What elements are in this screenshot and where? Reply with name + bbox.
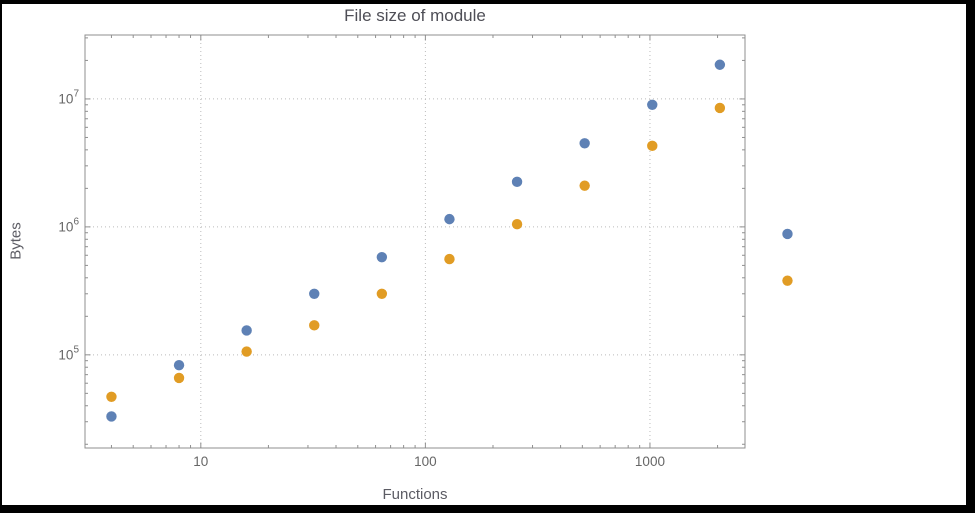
orange-series-point xyxy=(714,102,726,114)
orange-series-point xyxy=(376,288,388,299)
orange-series-point xyxy=(511,218,523,230)
y-tick-exponent: 7 xyxy=(73,88,79,99)
orange-series-point xyxy=(579,180,590,191)
orange-series-point xyxy=(309,320,320,331)
orange-series-point xyxy=(241,346,252,357)
orange-series-point xyxy=(106,391,117,402)
blue-series-point xyxy=(309,288,320,299)
blue-series-point xyxy=(714,59,726,70)
orange-series-point xyxy=(444,253,455,265)
blue-series-point xyxy=(106,411,117,422)
blue-series-point xyxy=(647,99,658,110)
orange-series-point xyxy=(173,372,185,384)
blue-series-point xyxy=(782,228,793,240)
blue-series-point xyxy=(511,176,523,188)
orange-series-point xyxy=(647,140,658,152)
figure-white-area xyxy=(2,4,966,505)
blue-series-point xyxy=(444,213,455,225)
x-tick-label: 1000 xyxy=(635,454,665,469)
y-tick-exponent: 6 xyxy=(73,216,79,227)
chart-title: File size of module xyxy=(344,6,486,25)
y-tick-exponent: 5 xyxy=(73,344,79,355)
y-axis-label: Bytes xyxy=(7,222,25,260)
blue-series-point xyxy=(579,138,590,149)
orange-series-point xyxy=(782,275,793,286)
blue-series-point xyxy=(241,325,252,336)
blue-series-point xyxy=(376,251,388,263)
blue-series-point xyxy=(173,359,185,371)
x-axis-label: Functions xyxy=(382,486,448,503)
x-tick-label: 100 xyxy=(414,454,437,469)
x-tick-label: 10 xyxy=(193,454,208,469)
